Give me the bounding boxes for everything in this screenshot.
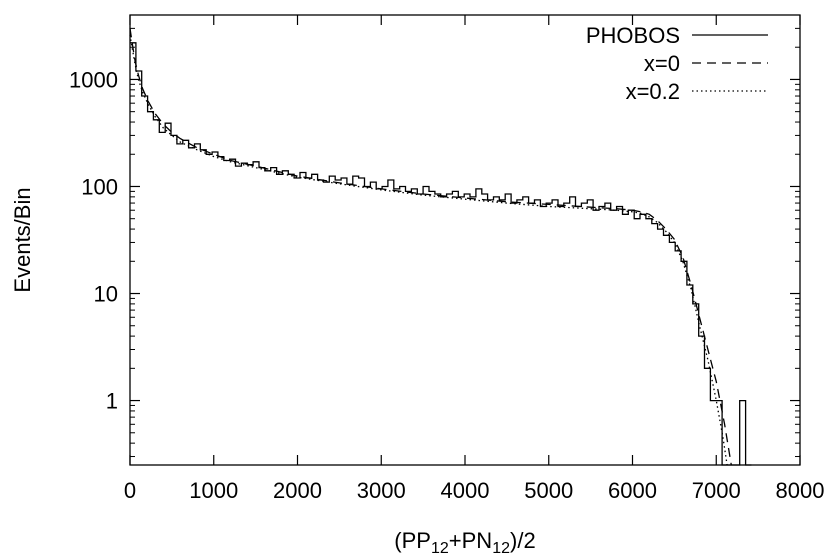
- y-ticks-group: 1 10 100 1000: [69, 14, 800, 458]
- x-tick-label: 2000: [273, 478, 322, 503]
- x-tick-label: 8000: [776, 478, 825, 503]
- x-tick-label: 3000: [357, 478, 406, 503]
- legend-label: x=0: [644, 51, 680, 76]
- x-tick-label: 7000: [692, 478, 741, 503]
- y-tick-label: 1: [106, 389, 118, 414]
- x-tick-label: 1000: [189, 478, 238, 503]
- y-tick-label: 1000: [69, 67, 118, 92]
- series-line-x0: [129, 28, 732, 466]
- x-ticks-group: 0 1000 2000 3000 4000 5000 6000 7000 8000: [124, 15, 825, 503]
- plot-frame: [129, 14, 801, 466]
- y-tick-label: 10: [94, 282, 118, 307]
- legend: PHOBOS x=0 x=0.2: [586, 23, 768, 104]
- y-axis-title: Events/Bin: [10, 187, 35, 292]
- x-tick-label: 0: [124, 478, 136, 503]
- legend-label: x=0.2: [626, 79, 680, 104]
- legend-label: PHOBOS: [586, 23, 680, 48]
- plot-lines-group: [129, 28, 752, 466]
- x-axis-title: (PP12+PN12)/2: [394, 528, 535, 556]
- y-tick-label: 100: [81, 174, 118, 199]
- series-line-x02: [129, 34, 728, 466]
- x-tick-label: 6000: [608, 478, 657, 503]
- x-tick-label: 5000: [524, 478, 573, 503]
- series-line-phobos: [130, 42, 752, 466]
- x-tick-label: 4000: [441, 478, 490, 503]
